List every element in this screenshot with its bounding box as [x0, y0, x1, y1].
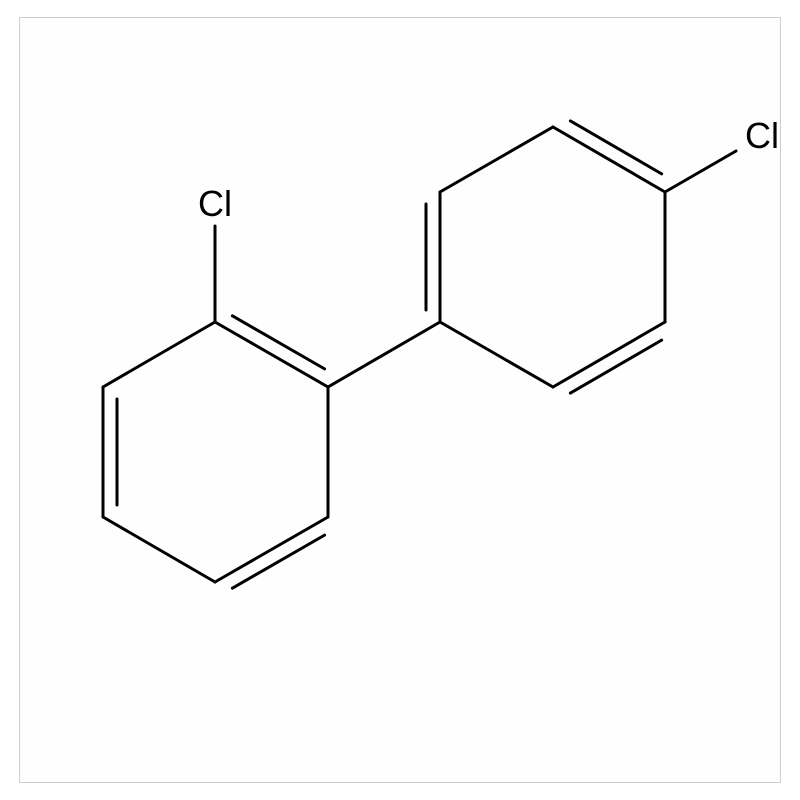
molecule-svg [0, 0, 800, 800]
atom-label-cl2: Cl [745, 115, 779, 157]
atom-label-cl1: Cl [198, 183, 232, 225]
